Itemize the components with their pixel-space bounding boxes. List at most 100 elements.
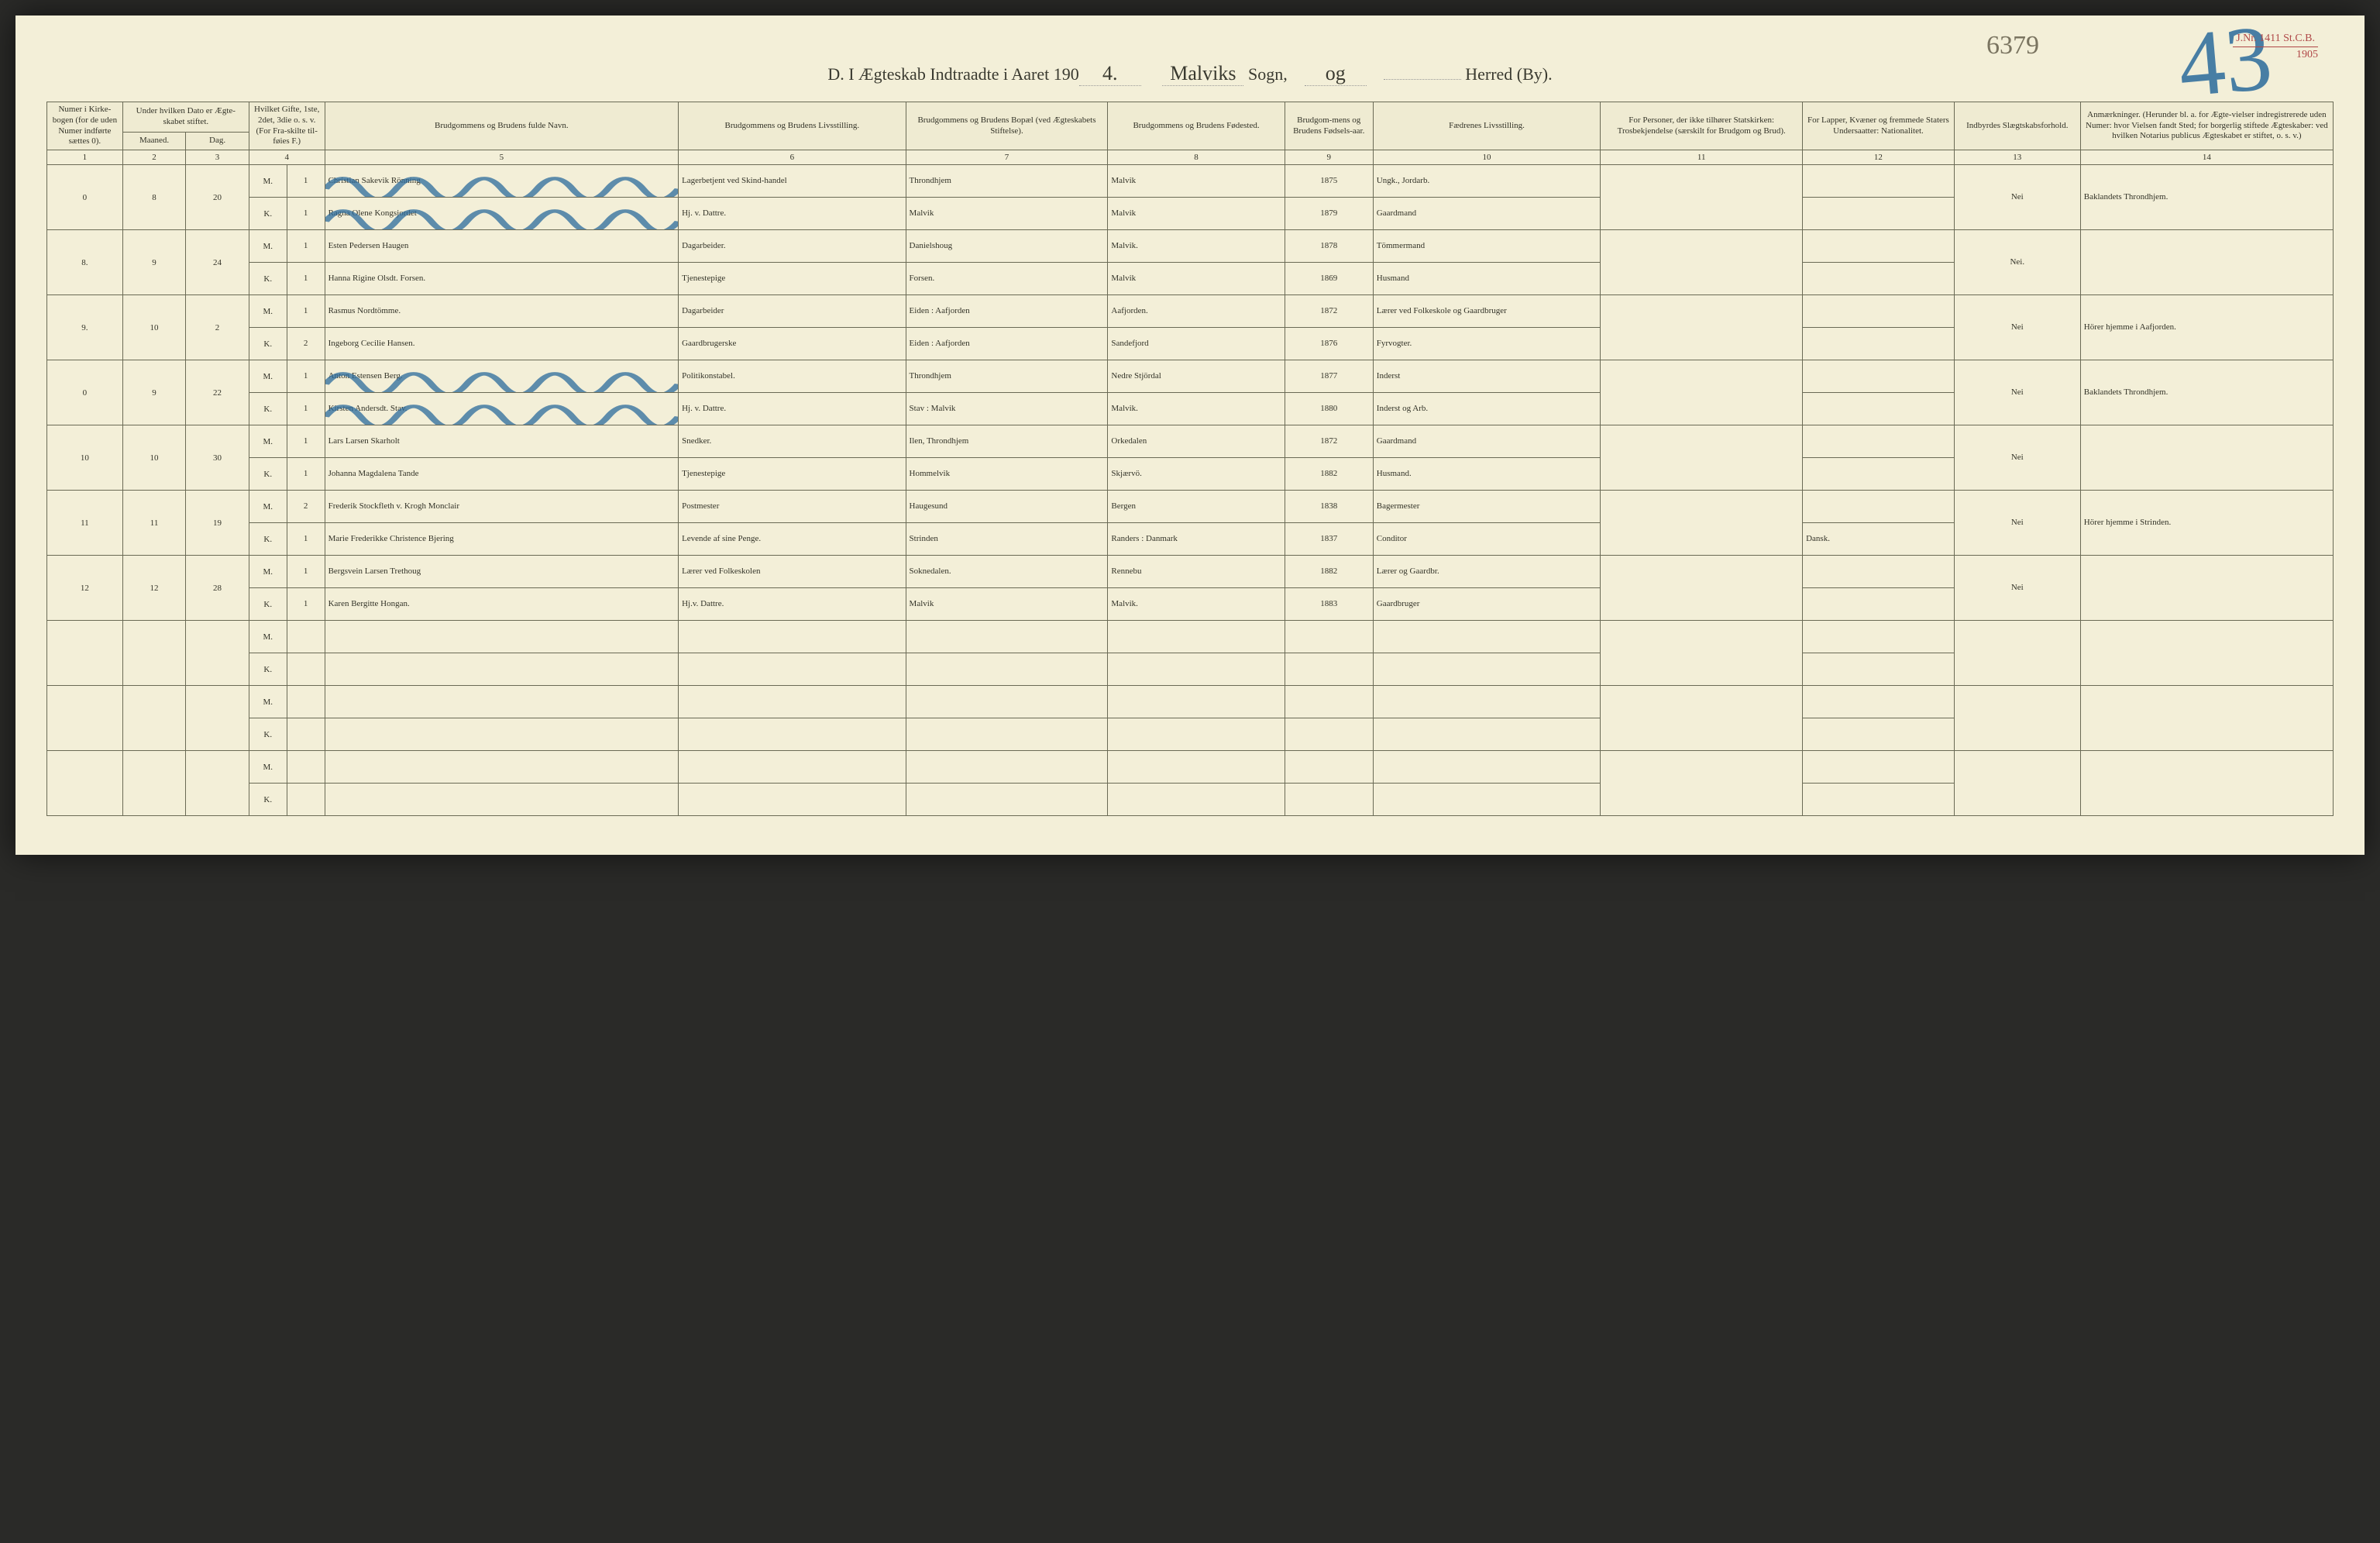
mk-label: M. bbox=[249, 425, 287, 458]
stilling-k: Hj. v. Dattre. bbox=[679, 393, 906, 425]
mk-label: K. bbox=[249, 718, 287, 751]
anm bbox=[2080, 230, 2333, 295]
anm bbox=[2080, 556, 2333, 621]
herred-value bbox=[1384, 79, 1461, 80]
col-10-header: Fædrenes Livsstilling. bbox=[1373, 102, 1600, 150]
entry-number: 0 bbox=[47, 360, 123, 425]
stilling-k: Hj.v. Dattre. bbox=[679, 588, 906, 621]
mk-label: M. bbox=[249, 751, 287, 784]
empty bbox=[47, 621, 123, 686]
mk-label: M. bbox=[249, 360, 287, 393]
stilling-m: Lærer ved Folkeskolen bbox=[679, 556, 906, 588]
empty bbox=[906, 653, 1108, 686]
stilling-m: Postmester bbox=[679, 491, 906, 523]
entry-day: 20 bbox=[186, 165, 249, 230]
mk-label: M. bbox=[249, 621, 287, 653]
anm: Baklandets Throndhjem. bbox=[2080, 360, 2333, 425]
aar-m: 1878 bbox=[1285, 230, 1373, 263]
entry-number: 0 bbox=[47, 165, 123, 230]
entry-month: 9 bbox=[122, 360, 186, 425]
colnum: 12 bbox=[1803, 150, 1955, 165]
nationalitet-m bbox=[1803, 230, 1955, 263]
fodested-m: Orkedalen bbox=[1108, 425, 1285, 458]
gifte-m: 1 bbox=[287, 360, 325, 393]
aar-m: 1882 bbox=[1285, 556, 1373, 588]
register-table: Numer i Kirke-bogen (for de uden Numer i… bbox=[46, 102, 2334, 816]
faedre-k: Gaardbruger bbox=[1373, 588, 1600, 621]
col-4-header: Hvilket Gifte, 1ste, 2det, 3die o. s. v.… bbox=[249, 102, 325, 150]
gifte-m: 1 bbox=[287, 230, 325, 263]
empty bbox=[1108, 784, 1285, 816]
navn-m: Frederik Stockfleth v. Krogh Monclair bbox=[325, 491, 679, 523]
empty bbox=[1954, 621, 2080, 686]
faedre-m: Bagermester bbox=[1373, 491, 1600, 523]
entry-number: 9. bbox=[47, 295, 123, 360]
table-row-empty: M. bbox=[47, 621, 2334, 653]
nationalitet-k bbox=[1803, 458, 1955, 491]
empty bbox=[325, 653, 679, 686]
stilling-m: Snedker. bbox=[679, 425, 906, 458]
og: og bbox=[1305, 62, 1367, 86]
empty bbox=[906, 621, 1108, 653]
fodested-k: Skjærvö. bbox=[1108, 458, 1285, 491]
faedre-k: Inderst og Arb. bbox=[1373, 393, 1600, 425]
col-8-header: Brudgommens og Brudens Fødested. bbox=[1108, 102, 1285, 150]
bopel-k: Eiden : Aafjorden bbox=[906, 328, 1108, 360]
gifte-k: 1 bbox=[287, 263, 325, 295]
mk-label: K. bbox=[249, 784, 287, 816]
navn-k: Hanna Rigine Olsdt. Forsen. bbox=[325, 263, 679, 295]
entry-month: 10 bbox=[122, 425, 186, 491]
empty bbox=[1601, 621, 1803, 686]
empty bbox=[1803, 718, 1955, 751]
fodested-k: Malvik. bbox=[1108, 393, 1285, 425]
gifte-m: 1 bbox=[287, 425, 325, 458]
empty bbox=[47, 686, 123, 751]
faedre-m: Tömmermand bbox=[1373, 230, 1600, 263]
faedre-m: Lærer ved Folkeskole og Gaardbruger bbox=[1373, 295, 1600, 328]
mk-label: K. bbox=[249, 653, 287, 686]
slaegt: Nei bbox=[1954, 295, 2080, 360]
tros bbox=[1601, 165, 1803, 230]
bopel-m: Soknedalen. bbox=[906, 556, 1108, 588]
aar-k: 1869 bbox=[1285, 263, 1373, 295]
nationalitet-k bbox=[1803, 328, 1955, 360]
navn-k: Kirsten Andersdt. Stav. bbox=[325, 393, 679, 425]
empty bbox=[47, 751, 123, 816]
fodested-m: Aafjorden. bbox=[1108, 295, 1285, 328]
empty bbox=[325, 621, 679, 653]
navn-m: Esten Pedersen Haugen bbox=[325, 230, 679, 263]
faedre-m: Inderst bbox=[1373, 360, 1600, 393]
navn-k: Karen Bergitte Hongan. bbox=[325, 588, 679, 621]
tros bbox=[1601, 425, 1803, 491]
slaegt: Nei bbox=[1954, 360, 2080, 425]
empty bbox=[325, 718, 679, 751]
gifte-k: 1 bbox=[287, 198, 325, 230]
fodested-k: Malvik bbox=[1108, 198, 1285, 230]
fodested-m: Malvik bbox=[1108, 165, 1285, 198]
empty bbox=[1108, 653, 1285, 686]
page-title: D. I Ægteskab Indtraadte i Aaret 1904. M… bbox=[46, 62, 2334, 86]
gifte-k: 1 bbox=[287, 393, 325, 425]
aar-m: 1838 bbox=[1285, 491, 1373, 523]
nationalitet-k: Dansk. bbox=[1803, 523, 1955, 556]
entry-month: 10 bbox=[122, 295, 186, 360]
empty bbox=[287, 784, 325, 816]
empty bbox=[122, 751, 186, 816]
table-row: 8. 9 24 M. 1 Esten Pedersen Haugen Dagar… bbox=[47, 230, 2334, 263]
entry-month: 11 bbox=[122, 491, 186, 556]
gifte-k: 1 bbox=[287, 588, 325, 621]
faedre-k: Gaardmand bbox=[1373, 198, 1600, 230]
fodested-k: Randers : Danmark bbox=[1108, 523, 1285, 556]
table-row: 0 8 20 M. 1 Christian Sakevik Rönning La… bbox=[47, 165, 2334, 198]
anm: Hörer hjemme i Aafjorden. bbox=[2080, 295, 2333, 360]
aar-k: 1882 bbox=[1285, 458, 1373, 491]
aar-m: 1875 bbox=[1285, 165, 1373, 198]
mk-label: K. bbox=[249, 458, 287, 491]
table-row-empty: M. bbox=[47, 686, 2334, 718]
entry-day: 30 bbox=[186, 425, 249, 491]
navn-m: Anton Estensen Berg. bbox=[325, 360, 679, 393]
col-12-header: For Lapper, Kvæner og fremmede Staters U… bbox=[1803, 102, 1955, 150]
navn-m: Rasmus Nordtömme. bbox=[325, 295, 679, 328]
empty bbox=[1803, 621, 1955, 653]
navn-k: Johanna Magdalena Tande bbox=[325, 458, 679, 491]
